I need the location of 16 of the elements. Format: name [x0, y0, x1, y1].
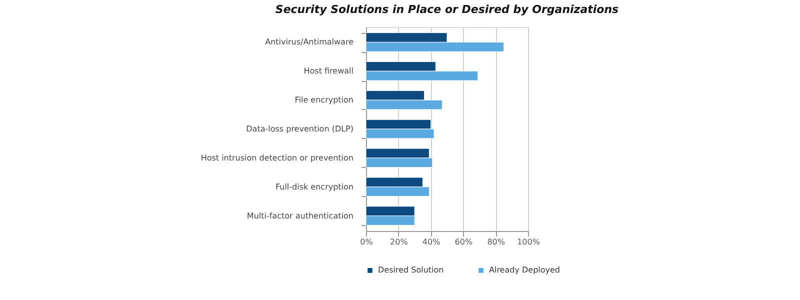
y-tick-label: Data-loss prevention (DLP): [246, 124, 354, 134]
x-tick-label: 0%: [360, 238, 374, 246]
x-tick-label: 100%: [517, 238, 540, 246]
x-tick-label: 80%: [487, 238, 506, 246]
y-tick-label: Full-disk encryption: [275, 182, 354, 192]
y-tick-label: Antivirus/Antimalware: [265, 38, 354, 47]
x-tick-label: 20%: [390, 238, 408, 246]
y-tick-label: Multi-factor authentication: [246, 211, 354, 220]
y-tick-label: Host firewall: [304, 66, 354, 76]
legend-label: Desired Solution: [378, 265, 444, 274]
y-tick-label: File encryption: [294, 96, 354, 105]
legend-label: Already Deployed: [489, 265, 560, 274]
y-tick-label: Host intrusion detection or prevention: [200, 153, 354, 162]
x-tick-label: 60%: [454, 238, 473, 246]
chart-title: Security Solutions in Place or Desired by Organizations: [275, 3, 620, 16]
x-tick-label: 40%: [422, 238, 441, 246]
